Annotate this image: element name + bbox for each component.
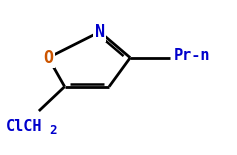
Text: Pr-n: Pr-n xyxy=(173,48,210,63)
Text: ClCH: ClCH xyxy=(6,120,43,135)
Text: O: O xyxy=(43,49,53,67)
Text: N: N xyxy=(95,23,105,41)
Text: 2: 2 xyxy=(49,124,57,137)
